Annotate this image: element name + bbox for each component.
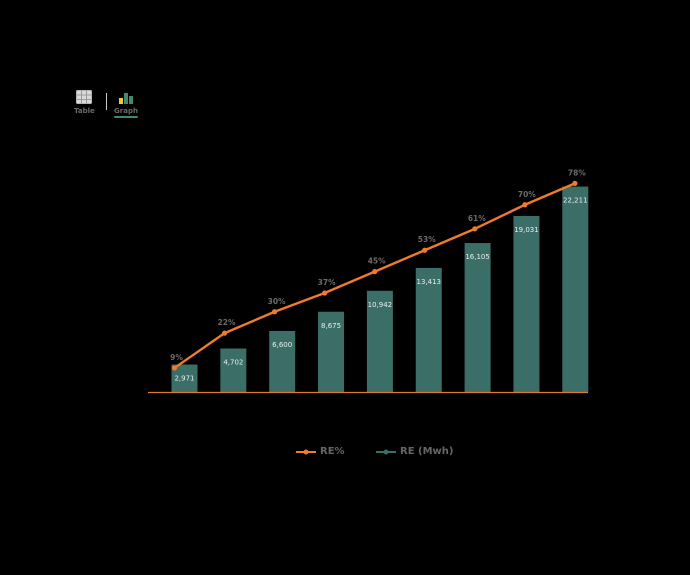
bar-re-mwh-2 [220, 348, 247, 392]
bars-layer: 2,971 4,702 6,600 8,675 10,942 13,413 16,105 19… [171, 186, 589, 392]
bar-re-mwh-3 [269, 330, 296, 392]
legend-item-re-mwh[interactable]: RE (Mwh) [376, 446, 453, 457]
bar-re-mwh-7 [464, 243, 491, 392]
line-point-1 [171, 365, 178, 371]
bar-re-mwh-5 [366, 290, 393, 392]
bar-value-label-6: 13,413 [417, 278, 442, 286]
active-tab-indicator [114, 116, 138, 118]
bar-value-label-1: 2,971 [174, 375, 194, 383]
toggle-divider [106, 93, 107, 110]
bar-value-label-3: 6,600 [272, 341, 292, 349]
bar-re-mwh-8 [513, 215, 540, 392]
line-value-label-2: 22% [218, 318, 236, 327]
bar-re-mwh-6 [415, 267, 442, 392]
line-value-label-3: 30% [268, 297, 286, 306]
table-grid-icon [75, 89, 93, 105]
bar-value-label-7: 16,105 [465, 253, 490, 261]
legend-label-re-mwh: RE (Mwh) [400, 446, 454, 457]
tab-graph[interactable]: Graph [114, 89, 138, 118]
bar-value-label-5: 10,942 [368, 301, 393, 309]
line-point-3 [272, 309, 278, 315]
bar-value-label-4: 8,675 [321, 322, 341, 330]
line-value-label-6: 53% [418, 235, 436, 244]
line-point-9 [572, 180, 578, 186]
legend-label-re-percent: RE% [320, 446, 345, 457]
line-point-5 [372, 269, 378, 275]
bar-value-label-2: 4,702 [223, 359, 243, 367]
legend-line-swatch-icon [296, 449, 316, 454]
line-value-label-1: 9% [170, 353, 183, 362]
line-value-label-7: 61% [468, 214, 486, 223]
line-value-label-8: 70% [518, 190, 536, 199]
bar-value-label-8: 19,031 [514, 226, 539, 234]
line-value-label-9: 78% [568, 168, 586, 177]
tab-graph-label: Graph [114, 107, 138, 115]
line-layer: 9% 22% 30% 37% 45% 53% 61% 70% 78% [170, 168, 586, 371]
bar-re-mwh-4 [318, 311, 345, 392]
bar-re-mwh-9 [562, 186, 589, 392]
line-point-7 [472, 226, 478, 232]
bar-value-label-9: 22,211 [563, 197, 588, 205]
line-value-label-4: 37% [318, 278, 336, 287]
line-value-label-5: 45% [368, 257, 386, 266]
tab-table-label: Table [74, 107, 95, 115]
bar-graph-icon [117, 89, 135, 105]
line-point-8 [522, 202, 528, 208]
line-point-6 [422, 247, 428, 253]
legend-bar-swatch-icon [376, 449, 396, 454]
legend-item-re-percent[interactable]: RE% [296, 446, 345, 457]
line-point-4 [322, 290, 328, 296]
tab-table[interactable]: Table [74, 89, 95, 115]
line-point-2 [221, 330, 228, 336]
